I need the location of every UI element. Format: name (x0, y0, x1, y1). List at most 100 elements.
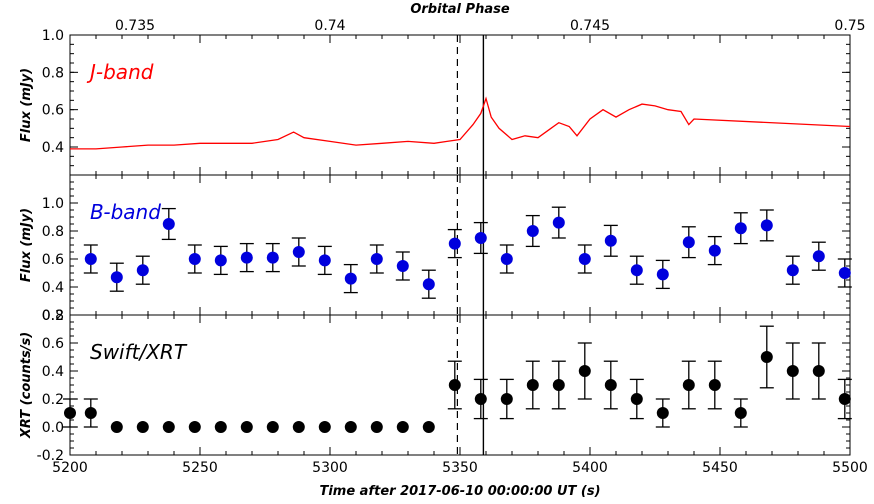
b-band-point (630, 264, 643, 277)
xrt-point (318, 421, 331, 433)
b-band-point (188, 253, 201, 265)
xrt-point (734, 407, 747, 419)
xrt-point (110, 421, 123, 433)
j-band-frame (69, 34, 851, 176)
xrt-point (188, 421, 201, 433)
b-band-point (318, 254, 331, 267)
j-band-panel: 1.0 0.8 0.6 0.4 Flux (mJy) J-band (19, 28, 851, 176)
b-band-label: B-band (90, 200, 161, 224)
top-phase-tick-label: 0.735 (115, 18, 155, 34)
xrt-point (422, 421, 435, 433)
y-tick-label: 0.6 (42, 336, 64, 352)
x-tick-label: 5350 (442, 460, 478, 476)
j-band-series-line (70, 96, 851, 150)
b-band-point (552, 216, 565, 229)
y-tick-label: 1.0 (42, 28, 64, 44)
b-band-point (604, 234, 617, 247)
panels: 1.0 0.8 0.6 0.4 Flux (mJy) J-band 1.0 0.8 0.6 0.4… (19, 18, 868, 476)
x-tick-label: 5500 (832, 460, 868, 476)
b-band-point (370, 253, 383, 265)
y-tick-label: 0.6 (42, 252, 64, 268)
b-band-point (474, 232, 487, 244)
xrt-point (214, 421, 227, 433)
xrt-point (838, 393, 851, 405)
x-tick-label: 5450 (702, 460, 738, 476)
xrt-point (786, 365, 799, 377)
xrt-point (812, 365, 825, 377)
y-tick-label: 0.2 (42, 392, 64, 408)
b-band-point (162, 218, 175, 230)
j-band-y-axis-title: Flux (mJy) (19, 68, 34, 142)
b-band-y-axis-title: Flux (mJy) (19, 208, 34, 282)
bottom-axis-title: Time after 2017-06-10 00:00:00 UT (s) (319, 484, 600, 499)
b-band-point (734, 222, 747, 235)
xrt-point (552, 379, 565, 391)
b-band-point (708, 244, 721, 257)
x-tick-label: 5200 (52, 460, 88, 476)
y-tick-label: 0.4 (42, 140, 64, 156)
b-band-point (422, 278, 435, 291)
xrt-point (630, 393, 643, 405)
xrt-point (526, 379, 539, 391)
xrt-point (500, 393, 513, 405)
xrt-point (396, 421, 409, 433)
y-tick-label: 0.8 (42, 224, 64, 240)
xrt-point (578, 365, 591, 377)
xrt-point (448, 379, 461, 391)
b-band-point (812, 250, 825, 263)
top-phase-tick-label: 0.74 (314, 18, 345, 34)
y-tick-label: -0.2 (37, 448, 64, 464)
y-tick-label: 0.0 (42, 420, 64, 436)
xrt-point (64, 407, 76, 419)
xrt-point (240, 421, 253, 433)
top-axis-title: Orbital Phase (410, 2, 509, 17)
b-band-point (682, 236, 695, 249)
xrt-label: Swift/XRT (90, 340, 188, 364)
xrt-point (682, 379, 695, 391)
j-band-label: J-band (86, 60, 154, 84)
b-band-point (292, 246, 305, 258)
b-band-point (396, 260, 409, 272)
xrt-point (474, 393, 487, 405)
xrt-point (162, 421, 175, 433)
xrt-point (370, 421, 383, 433)
x-tick-label: 5250 (182, 460, 218, 476)
xrt-point (708, 379, 721, 391)
xrt-y-axis-title: XRT (counts/s) (19, 332, 34, 439)
b-band-point (500, 253, 513, 265)
b-band-point (838, 267, 851, 279)
b-band-point (656, 268, 669, 281)
b-band-point (136, 264, 149, 277)
y-tick-label: 0.8 (42, 308, 64, 324)
top-phase-tick-label: 0.745 (570, 18, 610, 34)
b-band-point (214, 254, 227, 267)
b-band-point (110, 271, 123, 284)
xrt-point (84, 407, 97, 419)
b-band-point (578, 253, 591, 265)
y-tick-label: 0.8 (42, 65, 64, 81)
b-band-panel: 1.0 0.8 0.6 0.4 0.2 Flux (mJy) B-band (19, 174, 852, 324)
b-band-point (84, 253, 97, 265)
xrt-point (292, 421, 305, 433)
y-tick-label: 0.4 (42, 364, 64, 380)
x-tick-label: 5400 (572, 460, 608, 476)
b-band-point (240, 251, 253, 264)
b-band-point (266, 251, 279, 264)
b-band-point (526, 225, 539, 237)
b-band-point (344, 272, 357, 285)
y-tick-label: 0.4 (42, 280, 64, 296)
y-tick-label: 1.0 (42, 196, 64, 212)
x-tick-label: 5300 (312, 460, 348, 476)
top-phase-tick-label: 0.75 (834, 18, 865, 34)
b-band-point (448, 237, 461, 250)
xrt-point (656, 407, 669, 419)
xrt-point (266, 421, 279, 433)
y-tick-label: 0.2 (42, 308, 64, 324)
xrt-point (344, 421, 357, 433)
y-tick-label: 0.6 (42, 103, 64, 119)
xrt-point (760, 351, 773, 363)
xrt-point (136, 421, 149, 433)
b-band-point (786, 264, 799, 277)
